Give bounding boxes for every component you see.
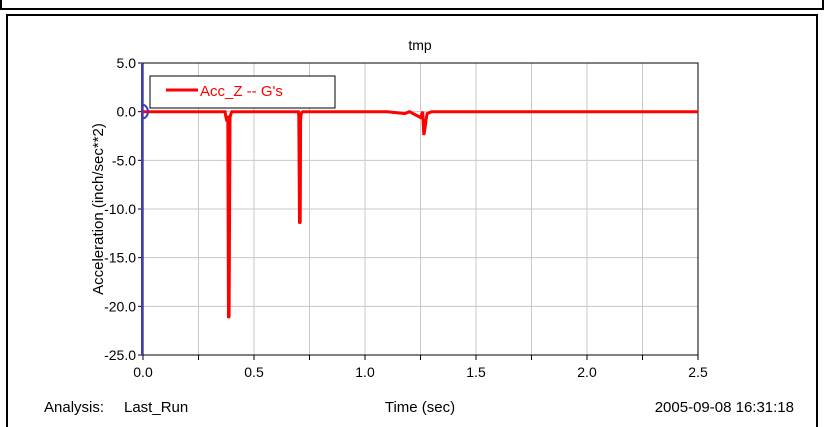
- y-axis-origin-marker: [141, 103, 149, 120]
- x-tick-label-10: 2.5: [688, 364, 708, 380]
- timestamp: 2005-09-08 16:31:18: [655, 399, 794, 416]
- x-axis-label: Time (sec): [385, 399, 455, 416]
- x-tick-label-6: 1.5: [466, 364, 486, 380]
- y-axis-label: Acceleration (inch/sec**2): [90, 123, 107, 295]
- y-tick-label-3: -10.0: [104, 201, 136, 217]
- x-tick-label-4: 1.0: [355, 364, 375, 380]
- series-line-0: [143, 110, 698, 319]
- y-tick-label-1: 0.0: [117, 104, 137, 120]
- x-tick-label-8: 2.0: [577, 364, 597, 380]
- y-tick-label-5: -20.0: [104, 298, 136, 314]
- x-axis-ticks: 0.0 0.5 1.0 1.5 2.0 2.5: [133, 355, 708, 380]
- chart-title: tmp: [408, 37, 432, 53]
- analysis-value: Last_Run: [124, 399, 188, 416]
- legend-box: [149, 75, 336, 109]
- y-tick-label-0: 5.0: [117, 55, 137, 71]
- analysis-label: Analysis:: [44, 399, 104, 416]
- y-tick-label-2: -5.0: [112, 152, 136, 168]
- legend[interactable]: Acc_Z -- G's: [149, 75, 336, 109]
- x-tick-label-2: 0.5: [244, 364, 264, 380]
- x-tick-label-0: 0.0: [133, 364, 153, 380]
- y-axis-ticks: 5.0 0.0 -5.0 -10.0 -15.0 -20.0 -25.0: [104, 55, 143, 363]
- y-tick-label-4: -15.0: [104, 250, 136, 266]
- series-layer: [141, 103, 698, 319]
- y-tick-label-6: -25.0: [104, 347, 136, 363]
- upper-panel-edge: [0, 0, 824, 10]
- legend-entry-acc-z: Acc_Z -- G's: [200, 83, 283, 100]
